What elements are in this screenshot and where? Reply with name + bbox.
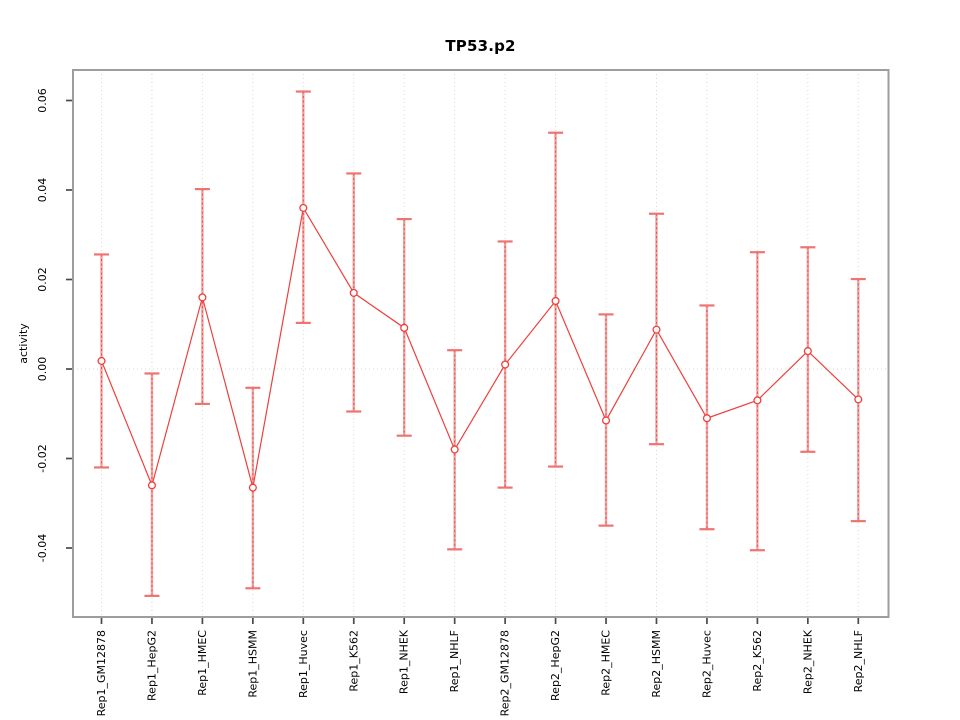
data-point-marker (551, 296, 560, 306)
y-tick-label: 0.06 (36, 88, 49, 113)
data-point-marker (854, 395, 863, 404)
data-point-marker (400, 323, 409, 332)
x-tick-label: Rep2_HSMM (650, 630, 663, 698)
plot-border (72, 69, 890, 618)
x-tick-label: Rep2_HMEC (600, 630, 613, 696)
x-tick-label: Rep1_K562 (347, 630, 360, 692)
x-tick-label: Rep1_HMEC (196, 630, 209, 696)
data-point-marker (450, 445, 459, 454)
data-point-marker (248, 483, 257, 492)
data-point-marker (299, 203, 308, 212)
x-tick-label: Rep2_GM12878 (499, 630, 512, 716)
data-point-marker (702, 414, 711, 423)
x-tick-label: Rep2_NHLF (852, 630, 865, 692)
y-tick-label: -0.04 (36, 534, 49, 562)
data-point-marker (147, 481, 157, 490)
y-tick-label: 0.02 (36, 267, 49, 292)
data-point-marker (97, 356, 106, 365)
x-tick-label: Rep1_NHEK (398, 629, 411, 694)
x-tick-label: Rep1_NHLF (448, 630, 461, 692)
x-tick-label: Rep1_HSMM (246, 630, 259, 698)
data-point-marker (501, 360, 510, 369)
x-tick-label: Rep2_NHEK (801, 629, 814, 694)
series-line (100, 206, 859, 488)
x-tick-label: Rep1_Huvec (297, 630, 310, 698)
data-point-marker (652, 325, 661, 334)
y-tick-label: -0.02 (36, 444, 49, 472)
data-point-marker (601, 416, 611, 425)
y-axis-label: activity (17, 323, 30, 364)
x-tick-label: Rep2_HepG2 (549, 630, 562, 701)
y-tick-label: 0.00 (36, 357, 49, 382)
chart-title: TP53.p2 (445, 37, 516, 55)
x-tick-label: Rep1_HepG2 (145, 630, 158, 701)
x-tick-label: Rep2_K562 (751, 630, 764, 692)
y-tick-label: 0.04 (36, 178, 49, 203)
x-tick-label: Rep2_Huvec (700, 630, 713, 698)
x-tick-label: Rep1_GM12878 (95, 630, 108, 716)
data-point-marker (753, 396, 762, 405)
data-point-marker (198, 293, 207, 302)
data-point-marker (349, 288, 358, 297)
data-point-marker (803, 347, 812, 356)
